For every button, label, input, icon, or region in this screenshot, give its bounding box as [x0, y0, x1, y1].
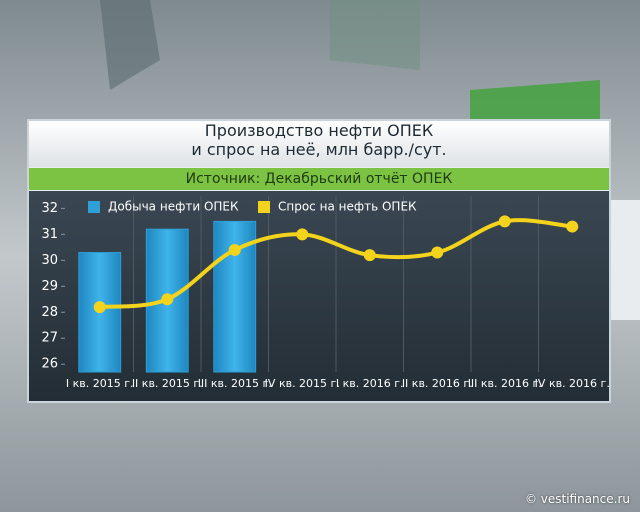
- legend-swatch: [258, 201, 270, 213]
- legend-label: Добыча нефти ОПЕК: [108, 200, 239, 214]
- y-tick-label: 27: [41, 331, 58, 346]
- line: [99, 218, 573, 310]
- x-tick-label: I кв. 2016 г.: [336, 377, 404, 390]
- y-tick-label: 26: [41, 357, 58, 372]
- y-tick-label: 30: [41, 253, 58, 268]
- line-marker: [431, 246, 444, 259]
- y-tick-label: 28: [41, 305, 58, 320]
- legend-label: Спрос на нефть ОПЕК: [278, 200, 417, 214]
- y-tick-label: 32: [41, 201, 58, 216]
- title-band: [29, 121, 609, 167]
- line-marker: [566, 220, 579, 233]
- decor: [330, 0, 420, 70]
- chart-title: Производство нефти ОПЕК и спрос на неё, …: [191, 121, 447, 159]
- x-tick-label: III кв. 2015 г.: [198, 377, 272, 390]
- line-marker: [363, 249, 376, 262]
- x-tick-label: I кв. 2015 г.: [66, 377, 134, 390]
- y-tick-label: 31: [41, 227, 58, 242]
- watermark: © vestifinance.ru: [524, 492, 630, 506]
- y-tick-label: 29: [41, 279, 58, 294]
- source-band: [29, 168, 609, 190]
- x-tick-label: II кв. 2015 г.: [132, 377, 203, 390]
- plot-area: [29, 191, 609, 401]
- legend-swatch: [88, 201, 100, 213]
- line-marker: [93, 301, 106, 314]
- x-tick-label: II кв. 2016 г.: [402, 377, 473, 390]
- line-marker: [161, 293, 174, 306]
- decor: [100, 0, 160, 90]
- decor: [610, 200, 640, 320]
- decor: [470, 80, 600, 125]
- line-marker: [296, 228, 309, 241]
- line-marker: [228, 243, 241, 256]
- line-marker: [498, 215, 511, 228]
- x-tick-label: III кв. 2016 г.: [468, 377, 542, 390]
- chart-subtitle: Источник: Декабрьский отчёт ОПЕК: [185, 171, 453, 187]
- x-tick-label: IV кв. 2016 г.: [535, 377, 610, 390]
- x-tick-label: IV кв. 2015 г.: [265, 377, 340, 390]
